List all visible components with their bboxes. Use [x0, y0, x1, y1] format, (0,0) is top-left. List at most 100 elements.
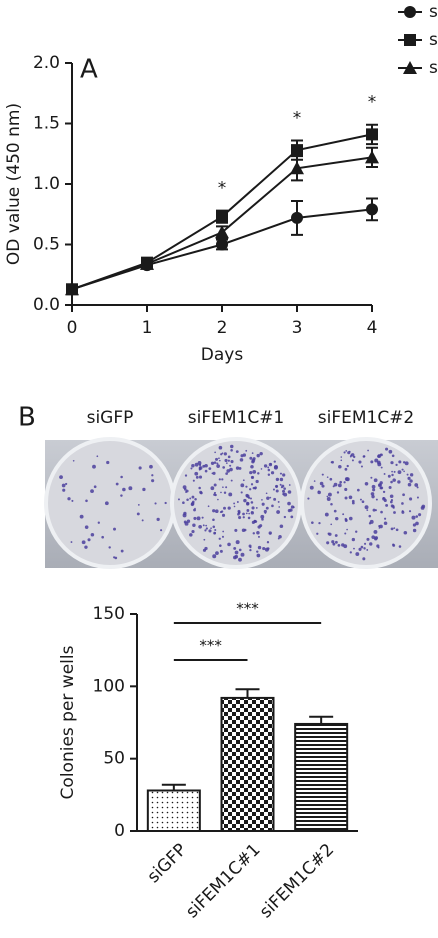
colony-dot	[240, 491, 243, 494]
colony-dot	[186, 519, 191, 523]
colony-dot	[366, 537, 370, 541]
colony-dot	[235, 450, 239, 454]
plate-well	[300, 437, 432, 569]
colony-dot	[214, 532, 216, 534]
colony-dot	[204, 529, 207, 532]
colony-dot	[252, 469, 257, 474]
colony-dot	[104, 501, 109, 506]
colony-dot	[275, 477, 280, 482]
colony-dot	[210, 486, 215, 491]
marker	[366, 203, 378, 216]
colony-dot	[397, 470, 402, 475]
colony-dot	[415, 521, 419, 526]
colony-dot	[278, 535, 282, 539]
marker	[404, 6, 416, 18]
colony-dot	[334, 540, 338, 544]
marker	[404, 34, 416, 46]
colony-dot	[318, 522, 321, 525]
legend-label: siGFP	[429, 2, 438, 22]
colony-dot	[411, 515, 416, 520]
colony-dot	[416, 486, 419, 489]
colony-dot	[221, 513, 226, 517]
colony-dot	[277, 500, 280, 503]
colony-dot	[370, 460, 374, 464]
colony-dot	[242, 479, 245, 482]
colony-dot	[128, 486, 133, 491]
colony-dot	[242, 516, 245, 519]
colony-dot	[222, 466, 226, 469]
colony-dot	[382, 490, 386, 494]
colony-dot	[271, 504, 274, 508]
colony-dot	[311, 521, 314, 524]
colony-dot	[398, 460, 402, 464]
colony-dot	[343, 451, 346, 454]
colony-dot	[141, 519, 144, 522]
colony-dot	[254, 520, 258, 523]
colony-dot	[235, 466, 240, 470]
colony-dot	[268, 531, 272, 535]
colony-dot	[185, 490, 188, 494]
colony-dot	[218, 445, 223, 450]
colony-dot	[261, 502, 265, 506]
x-tick-label: siGFP	[144, 840, 191, 887]
colony-dot	[182, 501, 185, 505]
colony-dot	[219, 549, 223, 553]
colony-dot	[202, 524, 205, 527]
marker	[140, 256, 154, 270]
colony-dot	[210, 527, 212, 530]
colony-dot	[377, 454, 382, 458]
colony-dot	[203, 538, 206, 541]
colony-dot	[370, 492, 375, 496]
colony-dot	[189, 497, 192, 500]
colony-dot	[251, 506, 255, 510]
x-tick-label: 3	[292, 318, 303, 338]
colony-dot	[202, 548, 207, 552]
colony-dot	[256, 553, 261, 558]
colony-dot	[234, 550, 239, 555]
colony-dot	[412, 528, 417, 533]
colony-dot	[245, 449, 248, 452]
colony-dot	[345, 450, 348, 452]
colony-dot	[364, 481, 369, 486]
colony-dot	[216, 462, 219, 465]
colony-dot	[120, 549, 124, 553]
colony-dot	[336, 491, 340, 494]
colony-dot	[345, 477, 350, 482]
colony-dot	[189, 533, 193, 537]
colony-dot	[252, 457, 256, 461]
colony-dot	[190, 467, 193, 470]
colony-dot	[92, 464, 96, 469]
colony-dot	[249, 488, 252, 491]
colony-dot	[192, 523, 196, 527]
colony-dot	[238, 548, 242, 552]
colony-dot	[120, 475, 123, 479]
colony-dot	[418, 513, 422, 517]
colony-dot	[79, 514, 84, 519]
colony-dot	[385, 503, 389, 507]
legend-label: siFEM1C#2	[429, 58, 438, 78]
colony-dot	[208, 467, 212, 470]
colony-dot	[266, 541, 270, 544]
colony-dot	[319, 481, 324, 486]
colony-photo	[44, 437, 438, 569]
colony-dot	[363, 547, 366, 550]
y-tick-label: 100	[93, 676, 125, 696]
colony-dot	[398, 545, 402, 548]
colony-dot	[375, 498, 378, 501]
colony-dot	[256, 453, 260, 458]
colony-dot	[332, 542, 336, 546]
colony-dot	[281, 484, 285, 488]
colony-dot	[273, 460, 276, 463]
colony-dot	[287, 501, 291, 506]
marker	[366, 128, 378, 141]
colony-dot	[205, 524, 208, 527]
colony-dot	[199, 490, 203, 494]
colony-dot	[182, 485, 187, 489]
colony-dot	[90, 532, 95, 537]
colony-dot	[249, 456, 253, 460]
colony-dot	[230, 460, 234, 464]
colony-dot	[251, 511, 253, 513]
x-tick-label: siFEM1C#1	[182, 840, 264, 922]
